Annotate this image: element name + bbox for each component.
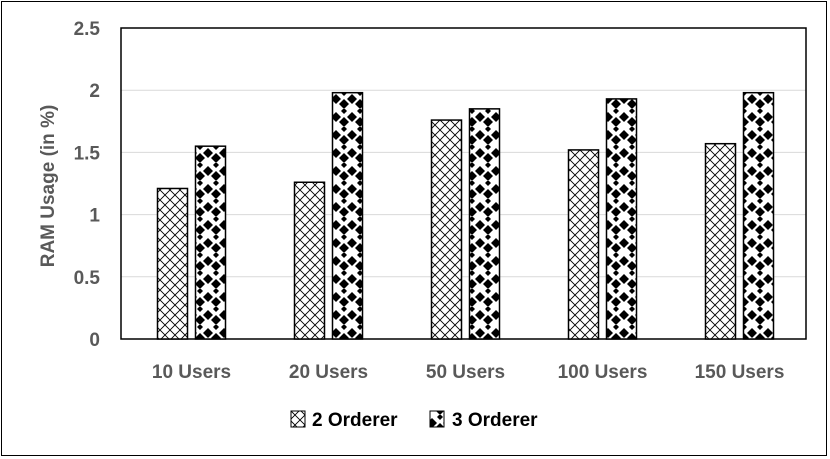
bar-3-orderer-100-users bbox=[605, 98, 638, 340]
y-tick-label: 0 bbox=[89, 330, 100, 351]
y-tick-label: 0.5 bbox=[74, 268, 101, 289]
legend-swatch-2-orderer bbox=[290, 410, 306, 428]
y-tick-label: 1 bbox=[89, 206, 100, 227]
legend: 2 Orderer 3 Orderer bbox=[290, 410, 538, 431]
bar-2-orderer-150-users bbox=[704, 142, 737, 340]
x-axis-ticks: 10 Users 20 Users 50 Users 100 Users 150 Use… bbox=[152, 362, 785, 383]
bar-2-orderer-20-users bbox=[293, 181, 326, 340]
legend-swatch-3-orderer bbox=[429, 410, 445, 428]
bar-2-orderer-10-users bbox=[156, 187, 189, 340]
legend-label-3-orderer: 3 Orderer bbox=[452, 410, 538, 431]
x-tick-label: 20 Users bbox=[289, 362, 368, 383]
bar-3-orderer-10-users bbox=[194, 145, 227, 340]
x-tick-label: 100 Users bbox=[558, 362, 648, 383]
x-tick-label: 10 Users bbox=[152, 362, 231, 383]
x-tick-label: 150 Users bbox=[695, 362, 785, 383]
y-tick-label: 2 bbox=[89, 81, 100, 102]
y-axis-label: RAM Usage (in %) bbox=[38, 105, 59, 268]
y-axis-ticks: 0 0.5 1 1.5 2 2.5 bbox=[74, 19, 101, 351]
bar-3-orderer-150-users bbox=[742, 91, 775, 340]
plot-area-border bbox=[120, 27, 807, 340]
bars bbox=[156, 91, 775, 340]
bar-3-orderer-20-users bbox=[331, 91, 364, 340]
y-tick-label: 1.5 bbox=[74, 143, 101, 164]
bar-2-orderer-100-users bbox=[567, 149, 600, 340]
x-tick-label: 50 Users bbox=[426, 362, 505, 383]
bar-2-orderer-50-users bbox=[430, 119, 463, 340]
bar-3-orderer-50-users bbox=[468, 108, 501, 340]
y-tick-label: 2.5 bbox=[74, 19, 101, 40]
gridlines bbox=[121, 89, 806, 278]
legend-label-2-orderer: 2 Orderer bbox=[312, 410, 398, 431]
